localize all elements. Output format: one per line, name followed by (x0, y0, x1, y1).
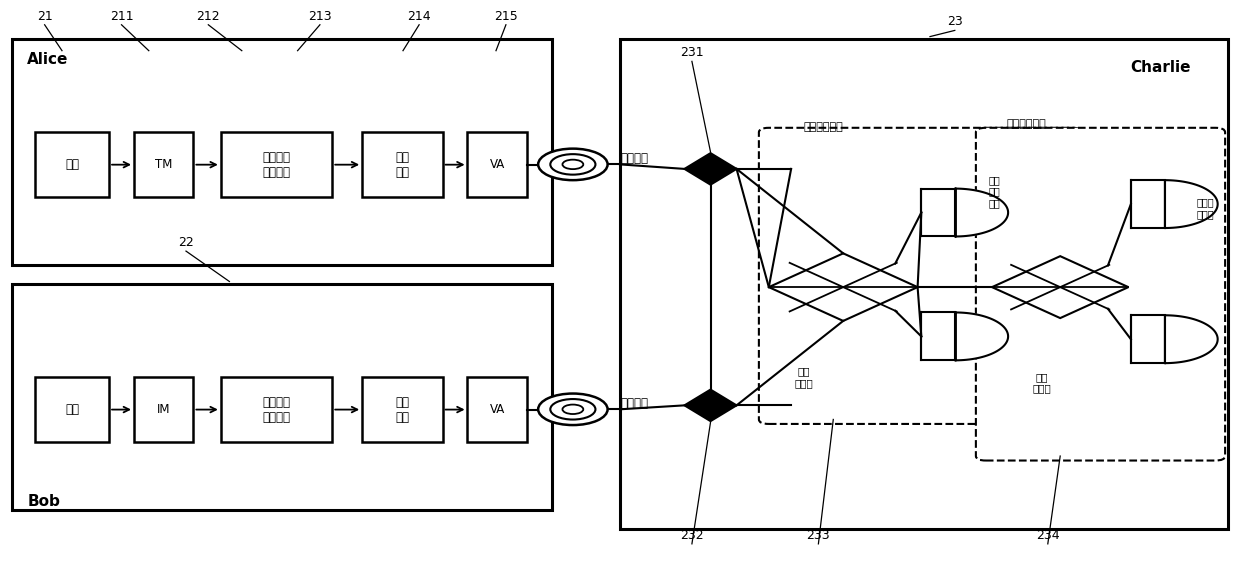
Text: 22: 22 (179, 236, 193, 249)
Bar (35, 132, 109, 197)
Text: IM: IM (157, 403, 170, 416)
Text: Charlie: Charlie (1130, 60, 1190, 75)
Text: 单光
子探
测器: 单光 子探 测器 (988, 175, 999, 208)
Text: 23: 23 (947, 15, 962, 28)
Bar (221, 377, 332, 442)
Text: 水平偏振分束: 水平偏振分束 (804, 122, 843, 132)
Text: 光源: 光源 (64, 403, 79, 416)
Polygon shape (1166, 315, 1218, 363)
Polygon shape (684, 390, 737, 421)
Polygon shape (769, 253, 918, 321)
Bar (12, 39, 552, 265)
Bar (1131, 180, 1166, 228)
Text: 光量子态
制备装置: 光量子态 制备装置 (263, 396, 290, 423)
FancyBboxPatch shape (976, 128, 1225, 461)
Text: 扰偏
装置: 扰偏 装置 (396, 396, 409, 423)
Circle shape (551, 399, 595, 419)
Bar (362, 132, 443, 197)
Bar (467, 132, 527, 197)
Text: 231: 231 (680, 46, 704, 59)
Bar (921, 312, 955, 360)
Bar (362, 377, 443, 442)
Text: 光源: 光源 (64, 158, 79, 171)
Text: 光纤信道: 光纤信道 (620, 397, 649, 410)
Text: 保偏
分束器: 保偏 分束器 (794, 367, 813, 388)
Bar (1131, 315, 1166, 363)
Text: 21: 21 (37, 10, 52, 23)
Circle shape (538, 149, 608, 180)
Polygon shape (1166, 180, 1218, 228)
Text: VA: VA (490, 158, 505, 171)
Polygon shape (684, 153, 737, 185)
Text: 绝直偏振分束: 绝直偏振分束 (1007, 119, 1047, 129)
Bar (12, 284, 552, 510)
Bar (134, 132, 193, 197)
Bar (221, 132, 332, 197)
Polygon shape (955, 189, 1008, 236)
Text: 光量子态
制备装置: 光量子态 制备装置 (263, 151, 290, 178)
Text: 保偏
分束器: 保偏 分束器 (1032, 372, 1052, 394)
Text: Alice: Alice (27, 52, 68, 66)
Text: 215: 215 (494, 10, 518, 23)
Text: 212: 212 (196, 10, 221, 23)
Text: VA: VA (490, 403, 505, 416)
Circle shape (538, 394, 608, 425)
Circle shape (551, 154, 595, 175)
Bar (467, 377, 527, 442)
Circle shape (563, 405, 583, 414)
Text: 233: 233 (806, 529, 831, 542)
Text: 单光子
探测器: 单光子 探测器 (1197, 198, 1214, 219)
Text: 213: 213 (308, 10, 332, 23)
Bar (134, 377, 193, 442)
Circle shape (563, 160, 583, 169)
Text: 214: 214 (407, 10, 432, 23)
Text: 234: 234 (1035, 529, 1060, 542)
Text: 扰偏
装置: 扰偏 装置 (396, 151, 409, 178)
Text: 232: 232 (680, 529, 704, 542)
Bar (620, 39, 1228, 529)
Text: TM: TM (155, 158, 172, 171)
Text: 光纤信道: 光纤信道 (620, 152, 649, 166)
Polygon shape (992, 256, 1128, 318)
FancyBboxPatch shape (759, 128, 1083, 424)
Polygon shape (955, 312, 1008, 360)
Text: Bob: Bob (27, 494, 61, 508)
Text: 211: 211 (109, 10, 134, 23)
Bar (35, 377, 109, 442)
Bar (921, 189, 955, 236)
